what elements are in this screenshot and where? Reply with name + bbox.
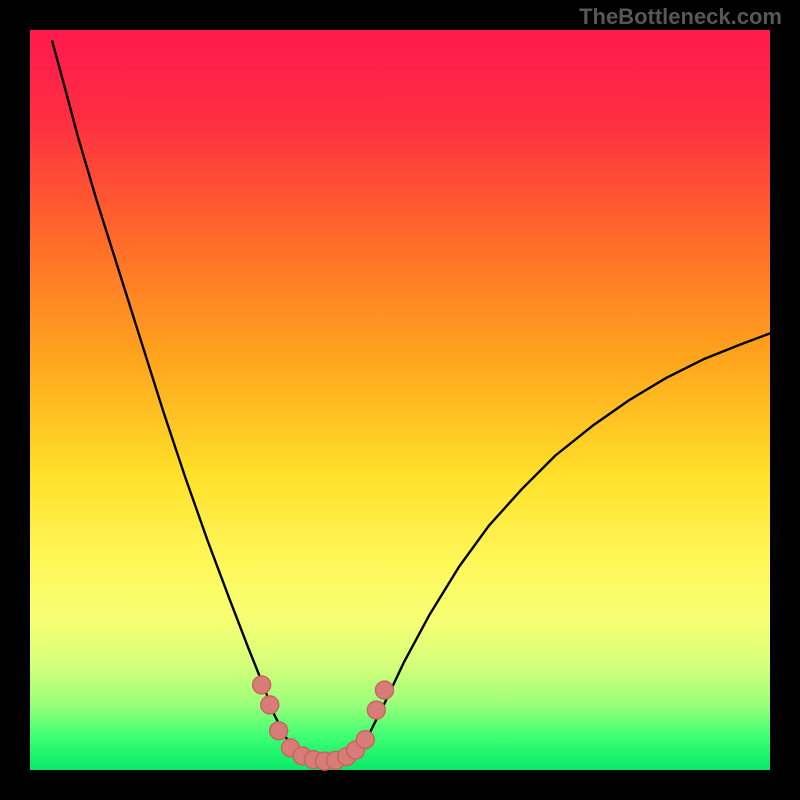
plot-gradient-background	[30, 30, 770, 770]
highlight-marker	[356, 731, 374, 749]
highlight-marker	[253, 676, 271, 694]
highlight-marker	[261, 696, 279, 714]
chart-svg	[0, 0, 800, 800]
highlight-marker	[375, 681, 393, 699]
highlight-marker	[367, 701, 385, 719]
chart-stage: TheBottleneck.com	[0, 0, 800, 800]
highlight-marker	[270, 722, 288, 740]
